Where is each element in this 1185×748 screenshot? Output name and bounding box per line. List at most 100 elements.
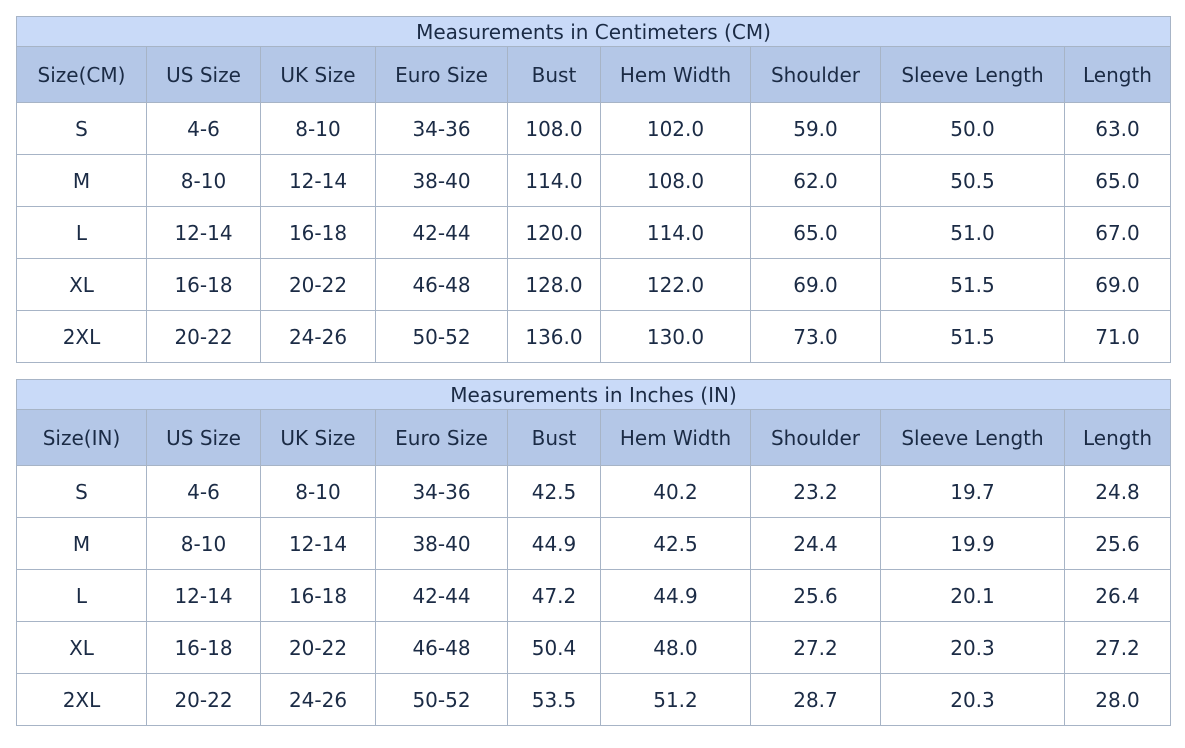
column-header: US Size [146,46,261,103]
cell: 16-18 [146,258,261,311]
cell: 20-22 [260,258,376,311]
cell: 44.9 [507,517,601,570]
cell: 59.0 [750,102,881,155]
column-header: Bust [507,409,601,466]
cell: 122.0 [600,258,751,311]
cell: 47.2 [507,569,601,622]
cell: 67.0 [1064,206,1171,259]
cell: 65.0 [750,206,881,259]
cell: 24-26 [260,673,376,726]
cell: 28.7 [750,673,881,726]
cell: 12-14 [146,569,261,622]
cell: 51.5 [880,310,1065,363]
cell: L [16,569,147,622]
cell: 62.0 [750,154,881,207]
cell: 50.0 [880,102,1065,155]
cell: 16-18 [260,206,376,259]
cell: 20-22 [146,673,261,726]
cell: 128.0 [507,258,601,311]
data-row: XL 16-18 20-22 46-48 128.0 122.0 69.0 51.5 69.0 [16,258,1171,311]
cell: 51.5 [880,258,1065,311]
cell: 2XL [16,673,147,726]
data-row: L 12-14 16-18 42-44 47.2 44.9 25.6 20.1 26.4 [16,569,1172,622]
data-row: S 4-6 8-10 34-36 42.5 40.2 23.2 19.7 24.8 [16,465,1172,518]
cell: 27.2 [1063,621,1172,674]
cell: 69.0 [750,258,881,311]
data-row: XL 16-18 20-22 46-48 50.4 48.0 27.2 20.3 27.2 [16,621,1172,674]
data-row: L 12-14 16-18 42-44 120.0 114.0 65.0 51.0 67.0 [16,206,1171,259]
size-table: Measurements in Inches (IN) Size(IN) US Si… [15,379,1172,726]
cell: 34-36 [375,102,508,155]
column-header: Shoulder [750,409,881,466]
column-header: Euro Size [375,409,508,466]
cell: 46-48 [375,258,508,311]
cell: 40.2 [600,465,751,518]
cell: 73.0 [750,310,881,363]
cell: 27.2 [750,621,881,674]
column-header: Size(IN) [16,409,147,466]
cell: 26.4 [1063,569,1172,622]
cell: 8-10 [146,517,261,570]
cell: 24.4 [750,517,881,570]
cell: L [16,206,147,259]
cell: 44.9 [600,569,751,622]
title-row: Measurements in Centimeters (CM) [16,16,1171,47]
cell: 24.8 [1063,465,1172,518]
data-row: 2XL 20-22 24-26 50-52 136.0 130.0 73.0 51.5 71.0 [16,310,1171,363]
cell: 16-18 [260,569,376,622]
table-title: Measurements in Inches (IN) [15,379,1172,410]
column-header: Length [1064,46,1171,103]
cell: 69.0 [1064,258,1171,311]
cell: 42.5 [600,517,751,570]
cell: 12-14 [260,517,376,570]
column-header: Hem Width [600,46,751,103]
data-row: S 4-6 8-10 34-36 108.0 102.0 59.0 50.0 63.0 [16,102,1171,155]
cell: 34-36 [375,465,508,518]
cell: 25.6 [750,569,881,622]
cell: 50-52 [375,673,508,726]
cell: 65.0 [1064,154,1171,207]
cell: 53.5 [507,673,601,726]
cell: 63.0 [1064,102,1171,155]
cell: 48.0 [600,621,751,674]
column-header: Bust [507,46,601,103]
cell: 50.5 [880,154,1065,207]
cell: 20.1 [880,569,1065,622]
cell: 20-22 [146,310,261,363]
column-header: US Size [146,409,261,466]
column-header: Hem Width [600,409,751,466]
cell: 8-10 [146,154,261,207]
table-title: Measurements in Centimeters (CM) [16,16,1171,47]
cell: 108.0 [507,102,601,155]
column-header: Length [1063,409,1172,466]
cell: 12-14 [146,206,261,259]
data-row: 2XL 20-22 24-26 50-52 53.5 51.2 28.7 20.3 28.0 [16,673,1172,726]
data-row: M 8-10 12-14 38-40 44.9 42.5 24.4 19.9 25.6 [16,517,1172,570]
cell: 16-18 [146,621,261,674]
cell: 19.9 [880,517,1065,570]
cell: XL [16,621,147,674]
column-header: Sleeve Length [880,46,1065,103]
column-header: Sleeve Length [880,409,1065,466]
cell: 4-6 [146,102,261,155]
cell: S [16,465,147,518]
cell: 42-44 [375,569,508,622]
cell: 46-48 [375,621,508,674]
cell: 114.0 [507,154,601,207]
column-header: Size(CM) [16,46,147,103]
header-row: Size(IN) US Size UK Size Euro Size Bust Hem W… [16,409,1172,466]
cell: S [16,102,147,155]
cell: 8-10 [260,102,376,155]
cell: 51.0 [880,206,1065,259]
cell: 12-14 [260,154,376,207]
cell: 38-40 [375,517,508,570]
size-table: Measurements in Centimeters (CM) Size(CM)… [16,16,1171,363]
column-header: Shoulder [750,46,881,103]
cell: 108.0 [600,154,751,207]
data-row: M 8-10 12-14 38-40 114.0 108.0 62.0 50.5 65.0 [16,154,1171,207]
cell: 8-10 [260,465,376,518]
cell: 28.0 [1063,673,1172,726]
column-header: Euro Size [375,46,508,103]
cell: 50-52 [375,310,508,363]
